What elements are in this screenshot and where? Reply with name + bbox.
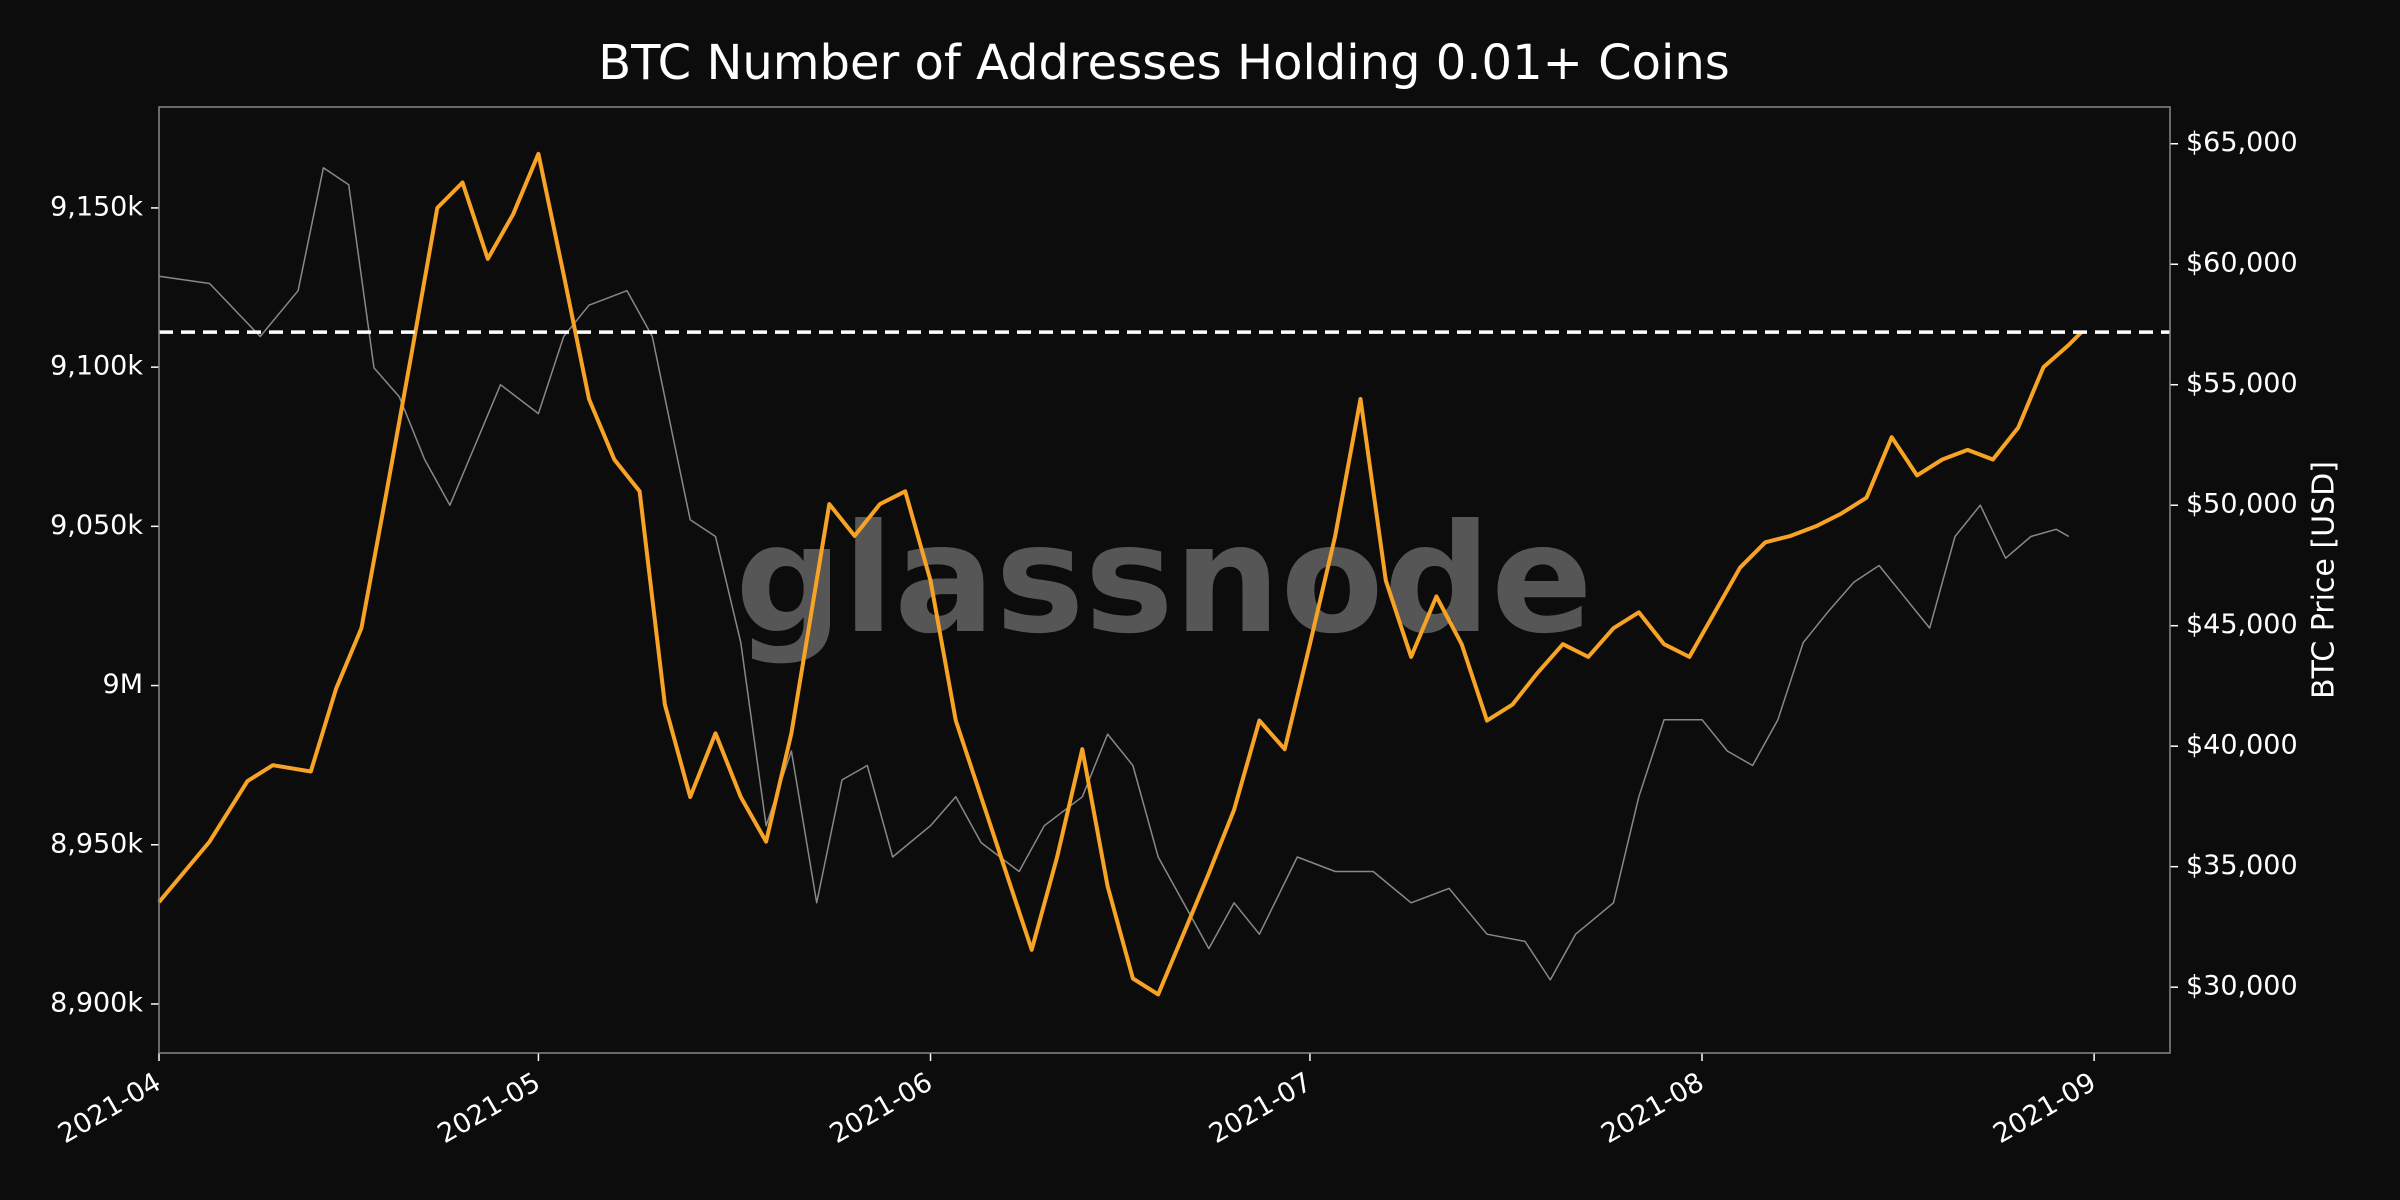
y2-tick-label: $45,000 — [2186, 609, 2298, 640]
y2-tick-label: $60,000 — [2186, 248, 2298, 279]
y-tick-label: 9M — [103, 669, 143, 700]
y2-tick-label: $55,000 — [2186, 368, 2298, 399]
y2-tick-label: $65,000 — [2186, 127, 2298, 158]
y-tick-label: 8,900k — [50, 987, 143, 1018]
y2-tick-label: $40,000 — [2186, 730, 2298, 761]
chart-title: BTC Number of Addresses Holding 0.01+ Co… — [598, 35, 1730, 91]
y2-tick-label: $35,000 — [2186, 850, 2298, 881]
y-tick-label: 9,100k — [50, 351, 143, 382]
y-tick-label: 9,150k — [50, 191, 143, 222]
y-tick-label: 8,950k — [50, 828, 143, 859]
watermark: glassnode — [735, 493, 1593, 667]
y-tick-label: 9,050k — [50, 510, 143, 541]
y2-tick-label: $50,000 — [2186, 489, 2298, 520]
series-line — [157, 151, 2083, 997]
series-line — [158, 167, 2070, 981]
y2-axis-label: BTC Price [USD] — [2307, 461, 2342, 699]
plot-frame — [158, 106, 2171, 1054]
y2-tick-label: $30,000 — [2186, 971, 2298, 1002]
